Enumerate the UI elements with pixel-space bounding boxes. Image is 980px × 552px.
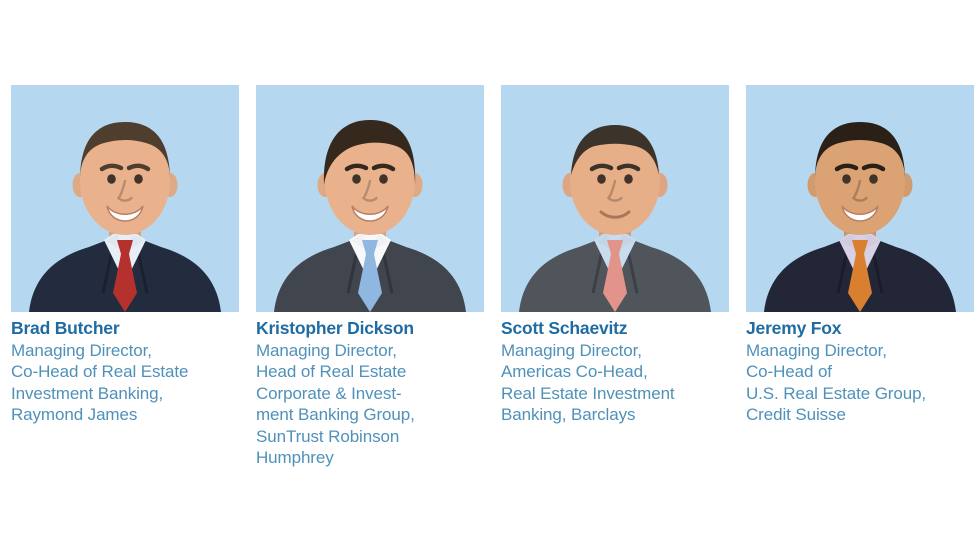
person-card: Kristopher Dickson Managing Director, He… [256, 85, 484, 469]
person-card: Scott Schaevitz Managing Director, Ameri… [501, 85, 729, 469]
person-title: Managing Director, Americas Co-Head, Rea… [501, 340, 675, 425]
person-name: Scott Schaevitz [501, 318, 628, 338]
person-name: Jeremy Fox [746, 318, 842, 338]
headshot-photo [501, 85, 729, 312]
person-title: Managing Director, Co-Head of Real Estat… [11, 340, 189, 425]
people-cards-row: Brad Butcher Managing Director, Co-Head … [11, 85, 974, 469]
person-title: Managing Director, Head of Real Estate C… [256, 340, 415, 468]
person-card: Jeremy Fox Managing Director, Co-Head of… [746, 85, 974, 469]
headshot-photo [256, 85, 484, 312]
headshot-photo [746, 85, 974, 312]
person-card: Brad Butcher Managing Director, Co-Head … [11, 85, 239, 469]
person-name: Brad Butcher [11, 318, 120, 338]
person-title: Managing Director, Co-Head of U.S. Real … [746, 340, 927, 425]
person-name: Kristopher Dickson [256, 318, 414, 338]
headshot-photo [11, 85, 239, 312]
